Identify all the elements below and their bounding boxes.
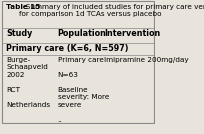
Text: Primary care (K=6, N=597): Primary care (K=6, N=597): [6, 44, 129, 53]
Text: Burge-
Schaapveld
2002

RCT

Netherlands: Burge- Schaapveld 2002 RCT Netherlands: [6, 57, 50, 107]
Text: Summary of included studies for primary care ver
for comparison 1d TCAs versus p: Summary of included studies for primary …: [19, 4, 204, 17]
Text: Population: Population: [58, 29, 106, 38]
Text: Table 15: Table 15: [6, 4, 41, 10]
Text: Imipramine 200mg/day: Imipramine 200mg/day: [104, 57, 189, 63]
Text: Intervention: Intervention: [104, 29, 160, 38]
Text: Primary care

N=63

Baseline
severity: More
severe

..: Primary care N=63 Baseline severity: Mor…: [58, 57, 109, 122]
Text: Study: Study: [6, 29, 33, 38]
